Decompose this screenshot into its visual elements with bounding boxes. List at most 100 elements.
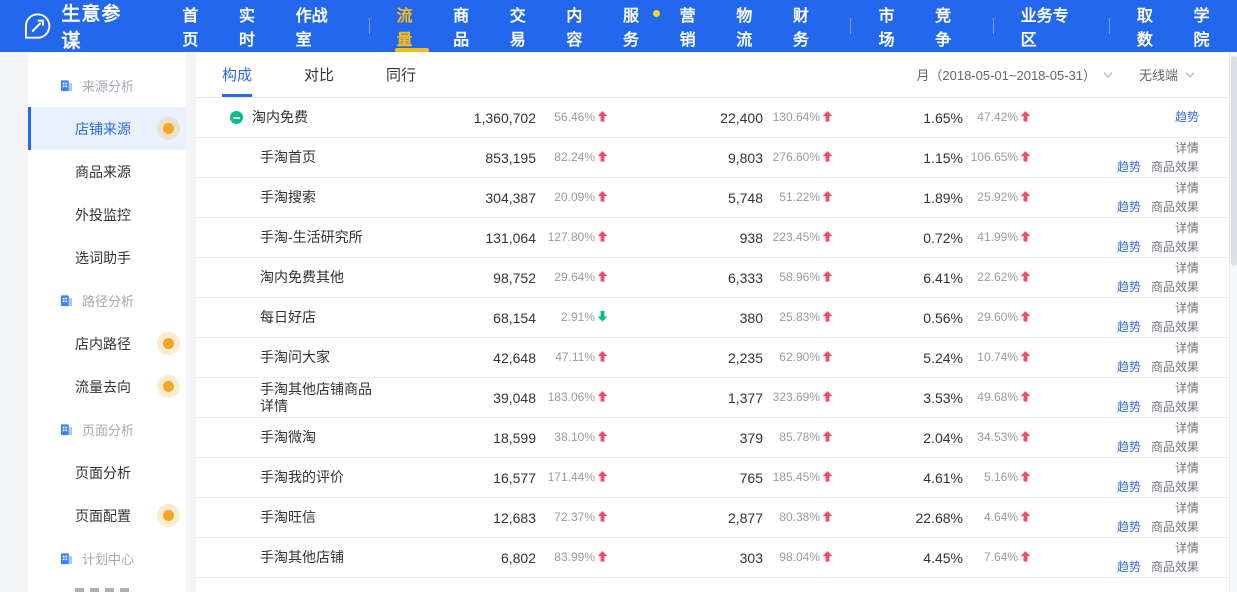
trend-link[interactable]: 趋势 [1116,239,1141,254]
trend-link[interactable]: 趋势 [1116,159,1141,174]
nav-item-label: 作战室 [295,8,328,49]
sidebar-item-0-0[interactable]: 店铺来源 [28,107,186,150]
nav-item-16[interactable]: 业务专区 [1021,0,1082,52]
detail-link[interactable]: 详情 [1174,500,1199,515]
sidebar-item-2-1[interactable]: 页面配置 [28,494,186,537]
detail-link[interactable]: 详情 [1174,300,1199,315]
up-arrow-icon [597,431,608,445]
trend-link[interactable]: 趋势 [1116,279,1141,294]
trend-link[interactable]: 趋势 [1116,479,1141,494]
nav-item-8[interactable]: 服务 [623,0,660,52]
source-name-label: 每日好店 [260,309,316,325]
product-effect-link[interactable]: 商品效果 [1150,519,1199,534]
nav-item-4[interactable]: 流量 [396,0,427,52]
product-effect-link[interactable]: 商品效果 [1150,319,1199,334]
nav-item-11[interactable]: 财务 [793,0,824,52]
buyers-change: 98.04% [763,550,833,565]
detail-link[interactable]: 详情 [1174,260,1199,275]
page-scrollbar[interactable] [1229,52,1237,592]
nav-item-label: 业务专区 [1020,8,1069,49]
up-arrow-icon [597,111,608,125]
nav-item-6[interactable]: 交易 [510,0,541,52]
detail-link[interactable]: 详情 [1174,340,1199,355]
up-arrow-icon [822,111,833,125]
nav-items: 首页 实时 作战室 流量 商品 交易 内容 服务 营销 物流 财务 市场 竞争 业务专区 取数 学院 [169,0,1237,52]
sidebar-group-label: 来源分析 [82,79,135,94]
trend-link[interactable]: 趋势 [1116,359,1141,374]
visitors-value: 16,577 [493,469,536,486]
sidebar-item-0-3[interactable]: 选词助手 [75,249,131,266]
sidebar-item-0-1[interactable]: 商品来源 [75,163,131,180]
date-range-label: 月（2018-05-01~2018-05-31） [916,68,1096,83]
orange-notification-dot [163,123,174,134]
conversion-change: 106.65% [963,150,1031,165]
nav-item-label: 流量 [396,8,413,49]
conversion-value: 22.68% [915,509,963,526]
section-icon [60,294,73,307]
trend-link[interactable]: 趋势 [1174,110,1199,124]
terminal-picker[interactable]: 无线端 [1139,65,1195,84]
row-actions: 详情趋势 商品效果 [1031,139,1229,177]
nav-item-14[interactable]: 竞争 [935,0,966,52]
trend-link[interactable]: 趋势 [1116,439,1141,454]
nav-item-2[interactable]: 作战室 [296,0,342,52]
nav-item-9[interactable]: 营销 [680,0,711,52]
collapse-toggle-icon[interactable] [230,111,243,124]
visitors-value: 42,648 [493,349,536,366]
conversion-change: 29.60% [963,310,1031,325]
brand[interactable]: 生意参谋 [24,0,139,53]
nav-item-13[interactable]: 市场 [878,0,909,52]
tab-1[interactable]: 对比 [304,52,334,97]
sidebar-item-1-1[interactable]: 流量去向 [28,365,186,408]
nav-item-label: 交易 [509,8,526,49]
nav-item-19[interactable]: 学院 [1193,0,1224,52]
product-effect-link[interactable]: 商品效果 [1150,359,1199,374]
nav-item-10[interactable]: 物流 [736,0,767,52]
product-effect-link[interactable]: 商品效果 [1150,239,1199,254]
nav-item-0[interactable]: 首页 [182,0,213,52]
product-effect-link[interactable]: 商品效果 [1150,199,1199,214]
up-arrow-icon [822,391,833,405]
visitors-change: 2.91% [536,310,608,325]
trend-link[interactable]: 趋势 [1116,519,1141,534]
sidebar-group-label: 页面分析 [82,423,135,438]
detail-link[interactable]: 详情 [1174,380,1199,395]
source-name: 淘内免费其他 [196,269,381,286]
detail-link[interactable]: 详情 [1174,540,1199,555]
trend-link[interactable]: 趋势 [1116,199,1141,214]
up-arrow-icon [597,511,608,525]
detail-link[interactable]: 详情 [1174,140,1199,155]
table-row: 手淘首页 853,195 82.24% 9,803 276.60% 1.15% 106.65… [196,138,1229,178]
sidebar: 来源分析 店铺来源 商品来源 外投监控 选词助手 路径分析 店内路径 流量去向 页面分析 页面分析… [28,52,186,592]
detail-link[interactable]: 详情 [1174,420,1199,435]
product-effect-link[interactable]: 商品效果 [1150,559,1199,574]
sidebar-item-0-2[interactable]: 外投监控 [75,206,131,223]
product-effect-link[interactable]: 商品效果 [1150,479,1199,494]
trend-link[interactable]: 趋势 [1116,399,1141,414]
tab-2[interactable]: 同行 [386,52,416,97]
conversion-change: 25.92% [963,190,1031,205]
buyers-change: 85.78% [763,430,833,445]
sidebar-item-1-0[interactable]: 店内路径 [28,322,186,365]
nav-item-1[interactable]: 实时 [239,0,270,52]
detail-link[interactable]: 详情 [1174,180,1199,195]
product-effect-link[interactable]: 商品效果 [1150,439,1199,454]
product-effect-link[interactable]: 商品效果 [1150,159,1199,174]
detail-link[interactable]: 详情 [1174,220,1199,235]
trend-link[interactable]: 趋势 [1116,319,1141,334]
detail-link[interactable]: 详情 [1174,460,1199,475]
conversion-value: 0.56% [923,309,963,326]
scrollbar-thumb[interactable] [1231,56,1237,266]
trend-link[interactable]: 趋势 [1116,559,1141,574]
nav-item-7[interactable]: 内容 [566,0,597,52]
up-arrow-icon [822,151,833,165]
nav-item-18[interactable]: 取数 [1137,0,1168,52]
sidebar-item-2-0[interactable]: 页面分析 [75,464,131,481]
up-arrow-icon [597,551,608,565]
date-range-picker[interactable]: 月（2018-05-01~2018-05-31） [916,65,1113,84]
buyers-change: 25.83% [763,310,833,325]
product-effect-link[interactable]: 商品效果 [1150,399,1199,414]
tab-0[interactable]: 构成 [222,52,253,97]
product-effect-link[interactable]: 商品效果 [1150,279,1199,294]
nav-item-5[interactable]: 商品 [453,0,484,52]
